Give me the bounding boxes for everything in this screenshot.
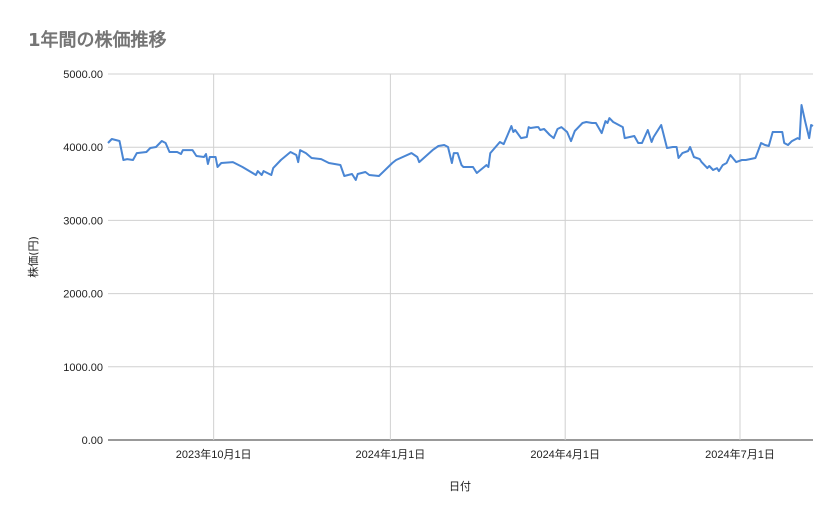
y-tick-label: 3000.00 bbox=[63, 215, 103, 227]
series-line bbox=[107, 104, 814, 181]
chart-title: 1年間の株価推移 bbox=[28, 30, 167, 51]
y-axis-label: 株価(円) bbox=[26, 236, 40, 278]
x-tick-label: 2023年10月1日 bbox=[176, 447, 252, 461]
x-tick-label: 2024年7月1日 bbox=[705, 447, 775, 461]
x-tick-label: 2024年4月1日 bbox=[530, 447, 600, 461]
y-tick-label: 0.00 bbox=[82, 435, 103, 447]
y-tick-label: 1000.00 bbox=[63, 362, 103, 374]
x-tick-label: 2024年1月1日 bbox=[356, 447, 426, 461]
y-tick-label: 4000.00 bbox=[63, 142, 103, 154]
y-tick-label: 2000.00 bbox=[63, 289, 103, 301]
x-axis-label: 日付 bbox=[449, 480, 471, 493]
y-tick-label: 5000.00 bbox=[63, 69, 103, 81]
